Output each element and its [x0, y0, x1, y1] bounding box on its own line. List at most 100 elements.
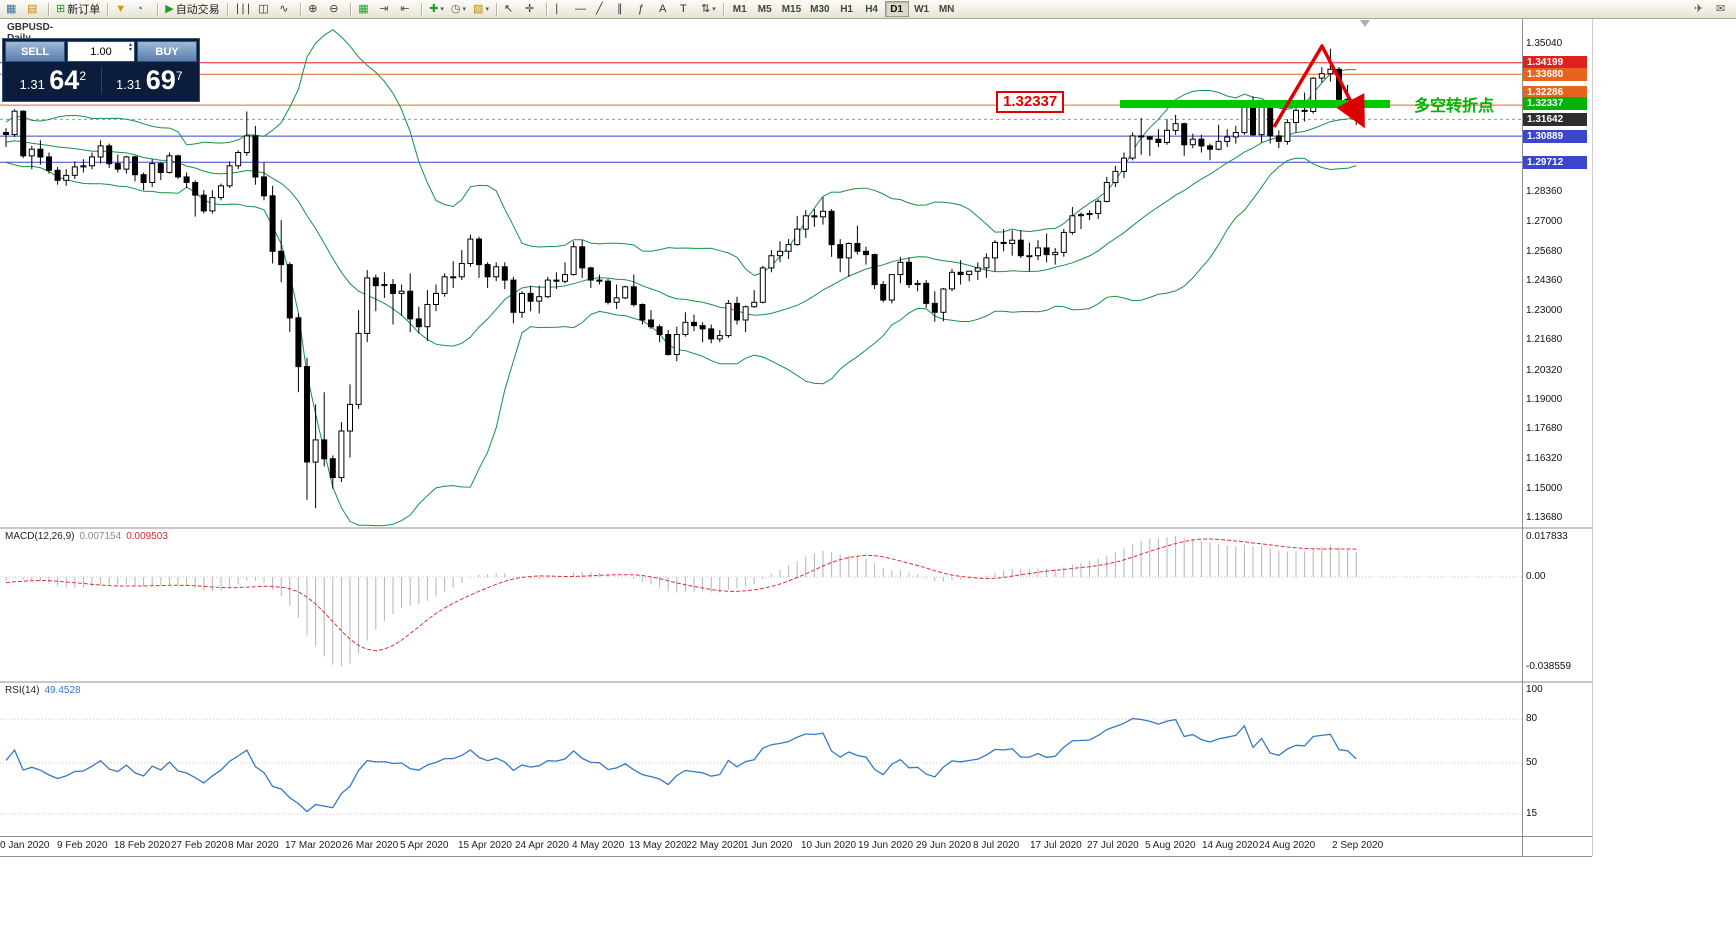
timeframe-M15[interactable]: M15 [778, 1, 805, 17]
candle [355, 332, 362, 405]
chart-shift-button[interactable]: ⇤ [397, 1, 417, 17]
candle [338, 430, 345, 479]
candle [673, 334, 680, 355]
crosshair-icon: ✛ [524, 2, 535, 15]
zoom-out-button[interactable]: ⊖ [326, 1, 346, 17]
price-tag: 1.32286 [1523, 85, 1587, 99]
vline-button[interactable]: ∣ [551, 1, 571, 17]
paper-plane-icon: ✈ [1694, 2, 1704, 15]
macd-panel-area[interactable] [0, 529, 1522, 681]
timeframe-M1[interactable]: M1 [728, 1, 752, 17]
trendline-icon: ╱ [595, 2, 603, 15]
text-button[interactable]: A [656, 1, 676, 17]
candle [1164, 129, 1170, 144]
hline-button[interactable]: — [572, 1, 592, 17]
auto-scroll-button[interactable]: ⇥ [376, 1, 396, 17]
date-axis-label: 14 Aug 2020 [1202, 840, 1259, 851]
filter-button[interactable]: ▼ [112, 1, 132, 17]
candle [484, 264, 491, 278]
indicators-button[interactable]: ✚ ▾ [426, 1, 447, 17]
candle [1017, 239, 1024, 257]
toolbar-separator [107, 2, 109, 16]
crosshair-button[interactable]: ✛ [522, 1, 542, 17]
new-order-button[interactable]: ⊞ 新订单 [53, 1, 103, 17]
auto-scroll-icon: ⇥ [379, 2, 389, 15]
grid-button[interactable]: ▦ [355, 1, 375, 17]
toolbar-separator [545, 2, 547, 16]
ask-big-digits: 69 [145, 65, 176, 95]
zoom-in-button[interactable]: ⊕ [305, 1, 325, 17]
clock-icon: ◷ [450, 2, 461, 15]
timeframe-MN[interactable]: MN [935, 1, 959, 17]
toolbar-separator [226, 2, 228, 16]
price-chart-area[interactable] [0, 18, 1522, 527]
candle [1181, 123, 1188, 146]
candle [37, 148, 44, 158]
label-button[interactable]: T [677, 1, 697, 17]
candle [519, 292, 525, 313]
candle [992, 241, 998, 259]
candle [1224, 136, 1231, 142]
candle [914, 282, 921, 285]
candle [605, 280, 611, 303]
trend-arrow[interactable] [1272, 44, 1365, 129]
templates-button[interactable]: ▧ ▾ [470, 1, 492, 17]
candle [1232, 132, 1239, 138]
date-axis-label: 13 May 2020 [629, 840, 687, 851]
chart-candles-button[interactable]: ◫ [255, 1, 275, 17]
chart-bars-button[interactable]: ∣∣∣ [232, 1, 255, 17]
spin-down-icon[interactable]: ▾ [128, 47, 132, 53]
timeframe-H4[interactable]: H4 [860, 1, 884, 17]
ask-price-display[interactable]: 1.31 697 [100, 65, 198, 95]
timeframe-M30[interactable]: M30 [806, 1, 833, 17]
bid-price-display[interactable]: 1.31 642 [5, 67, 101, 94]
candle [957, 271, 964, 275]
candle [966, 270, 973, 276]
chart-line-button[interactable]: ∿ [276, 1, 296, 17]
candle [243, 135, 250, 153]
volume-stepper[interactable]: 1.00 ▴ ▾ [67, 41, 135, 62]
candle [390, 284, 396, 294]
timeframe-W1[interactable]: W1 [910, 1, 934, 17]
send-button[interactable]: ✈ [1691, 1, 1711, 17]
turning-point-zone[interactable] [1120, 100, 1390, 108]
candle [71, 166, 78, 176]
sell-button[interactable]: SELL [5, 41, 65, 62]
candle [544, 279, 551, 298]
channel-button[interactable]: ∥ [614, 1, 634, 17]
text-label-icon: T [679, 2, 687, 15]
autotrading-button[interactable]: ▶ 自动交易 [162, 1, 222, 17]
arrows-button[interactable]: ⇅ ▾ [698, 1, 719, 17]
cursor-button[interactable]: ↖ [501, 1, 521, 17]
candle [871, 254, 878, 286]
messages-button[interactable]: ✉ [1713, 1, 1733, 17]
timeframe-M5[interactable]: M5 [753, 1, 777, 17]
volume-spin-arrows[interactable]: ▴ ▾ [128, 42, 132, 53]
profiles-button[interactable]: ▤ [24, 1, 44, 17]
timeframe-H1[interactable]: H1 [835, 1, 859, 17]
candle [1284, 122, 1291, 142]
refresh-button[interactable]: ◔ [133, 1, 153, 17]
date-axis-label: 24 Aug 2020 [1259, 840, 1316, 851]
buy-button[interactable]: BUY [137, 41, 197, 62]
date-axis-label: 5 Apr 2020 [400, 840, 449, 851]
candle [1318, 73, 1325, 79]
macd-axis-label: -0.038559 [1526, 661, 1572, 672]
rsi-panel-area[interactable] [0, 683, 1522, 836]
timeframe-D1[interactable]: D1 [884, 1, 909, 17]
price-level-callout[interactable]: 1.32337 [996, 91, 1065, 113]
rsi-value: 49.4528 [44, 685, 81, 696]
price-axis-label: 1.24360 [1526, 274, 1563, 286]
fibonacci-button[interactable]: ƒ [635, 1, 655, 17]
turning-point-note: 多空转折点 [1414, 98, 1495, 115]
periods-button[interactable]: ◷ ▾ [448, 1, 469, 17]
macd-indicator-label: MACD(12,26,9) 0.007154 0.009503 [5, 531, 168, 542]
spin-up-icon[interactable]: ▴ [128, 42, 132, 48]
zoom-in-icon: ⊕ [308, 2, 318, 15]
candle [1043, 247, 1050, 256]
bar-chart-icon: ▦ [6, 2, 17, 15]
candle [828, 210, 835, 246]
trendline-button[interactable]: ╱ [593, 1, 613, 17]
new-chart-button[interactable]: ▦ [3, 1, 23, 17]
